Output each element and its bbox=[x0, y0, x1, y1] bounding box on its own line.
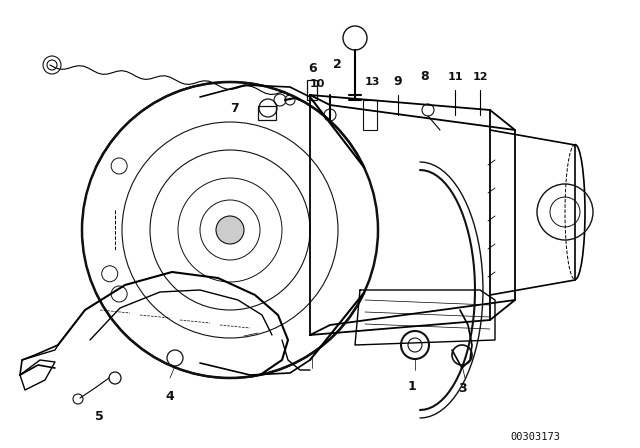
Text: 11: 11 bbox=[448, 72, 463, 82]
Circle shape bbox=[216, 216, 244, 244]
Text: 10: 10 bbox=[310, 79, 325, 89]
Text: 3: 3 bbox=[458, 382, 467, 395]
Text: 9: 9 bbox=[393, 75, 402, 88]
Text: 00303173: 00303173 bbox=[510, 432, 560, 442]
Text: 1: 1 bbox=[408, 380, 417, 393]
Bar bbox=[258, 106, 276, 120]
Text: 7: 7 bbox=[230, 102, 239, 115]
Text: 8: 8 bbox=[420, 70, 429, 83]
Bar bbox=[307, 80, 317, 100]
Bar bbox=[363, 100, 377, 130]
Text: 4: 4 bbox=[165, 390, 173, 403]
Text: 13: 13 bbox=[365, 77, 380, 87]
Text: 12: 12 bbox=[473, 72, 488, 82]
Text: 5: 5 bbox=[95, 410, 104, 423]
Text: 6: 6 bbox=[308, 62, 317, 75]
Text: 2: 2 bbox=[333, 58, 342, 71]
